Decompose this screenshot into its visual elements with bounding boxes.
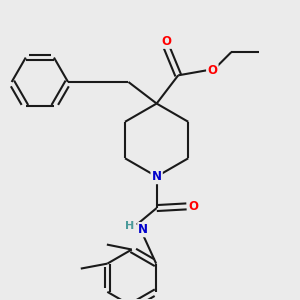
Text: N: N (152, 170, 162, 183)
Text: H: H (125, 221, 135, 231)
Text: O: O (162, 35, 172, 48)
Text: O: O (188, 200, 198, 213)
Text: O: O (207, 64, 218, 77)
Text: N: N (138, 223, 148, 236)
